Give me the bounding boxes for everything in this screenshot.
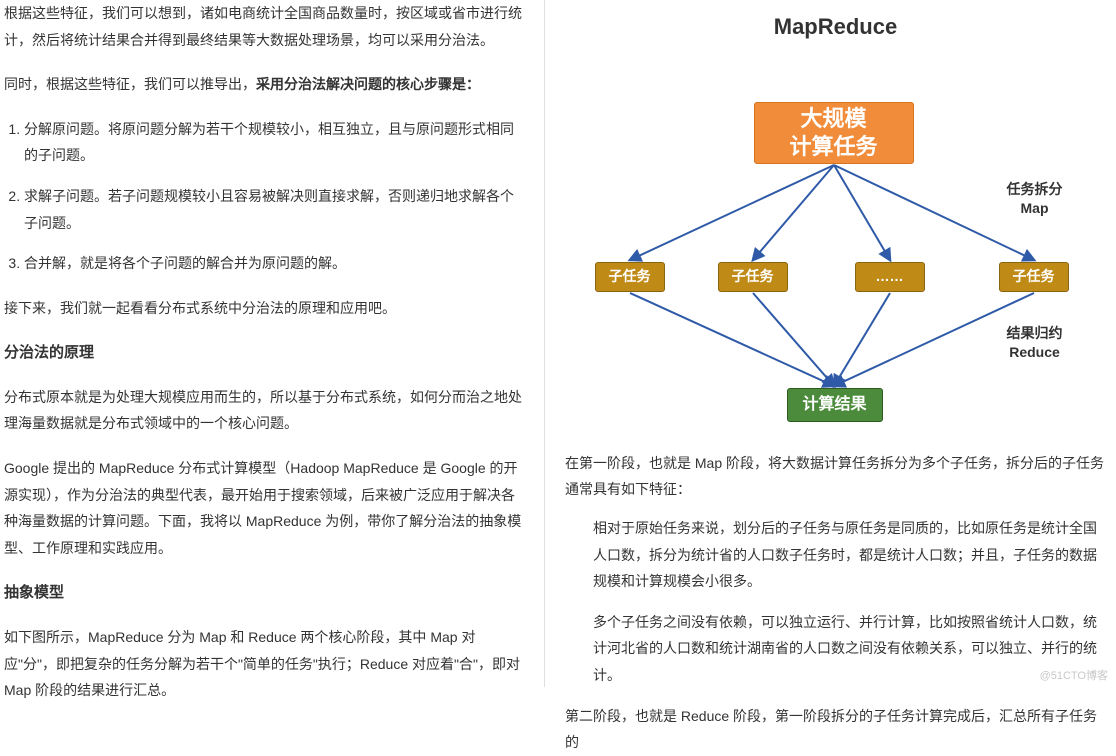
node-subtask-2: 子任务 [718,262,788,292]
para-derive: 同时，根据这些特征，我们可以推导出，采用分治法解决问题的核心步骤是： [4,71,526,98]
node-subtask-ellipsis: …… [855,262,925,292]
para-distributed: 分布式原本就是为处理大规模应用而生的，所以基于分布式系统，如何分而治之地处理海量… [4,384,526,437]
mapreduce-diagram: 大规模 计算任务 子任务 子任务 …… 子任务 计算结果 任务拆分Map 结果归… [571,62,1101,432]
para-phase1: 在第一阶段，也就是 Map 阶段，将大数据计算任务拆分为多个子任务，拆分后的子任… [565,450,1106,503]
para-phase2: 第二阶段，也就是 Reduce 阶段，第一阶段拆分的子任务计算完成后，汇总所有子… [565,703,1106,756]
watermark: @51CTO博客 [1040,667,1108,683]
para-derive-a: 同时，根据这些特征，我们可以推导出， [4,76,256,92]
right-column: MapReduce 大规模 计算任务 子任务 子任务 …… 子任务 计算结果 任… [545,0,1116,687]
step-1: 分解原问题。将原问题分解为若干个规模较小，相互独立，且与原问题形式相同的子问题。 [24,116,526,169]
left-column: 根据这些特征，我们可以想到，诸如电商统计全国商品数量时，按区域或省市进行统计，然… [0,0,545,687]
bullet-2: 多个子任务之间没有依赖，可以独立运行、并行计算，比如按照省统计人口数，统计河北省… [593,609,1106,689]
heading-abstract: 抽象模型 [4,579,526,608]
bullet-list: 相对于原始任务来说，划分后的子任务与原任务是同质的，比如原任务是统计全国人口数，… [565,515,1106,689]
diagram-title: MapReduce [565,6,1106,48]
node-root: 大规模 计算任务 [754,102,914,164]
heading-principle: 分治法的原理 [4,339,526,368]
step-2: 求解子问题。若子问题规模较小且容易被解决则直接求解，否则递归地求解各个子问题。 [24,183,526,236]
node-result: 计算结果 [787,388,883,422]
label-map: 任务拆分Map [1007,180,1063,219]
steps-list: 分解原问题。将原问题分解为若干个规模较小，相互独立，且与原问题形式相同的子问题。… [4,116,526,277]
para-mapreduce: Google 提出的 MapReduce 分布式计算模型（Hadoop MapR… [4,455,526,561]
para-abstract: 如下图所示，MapReduce 分为 Map 和 Reduce 两个核心阶段，其… [4,624,526,704]
label-reduce: 结果归约Reduce [1007,324,1063,363]
node-subtask-1: 子任务 [595,262,665,292]
page: 根据这些特征，我们可以想到，诸如电商统计全国商品数量时，按区域或省市进行统计，然… [0,0,1116,687]
para-derive-b: 采用分治法解决问题的核心步骤是： [256,76,480,92]
para-next: 接下来，我们就一起看看分布式系统中分治法的原理和应用吧。 [4,295,526,322]
node-subtask-3: 子任务 [999,262,1069,292]
bullet-1: 相对于原始任务来说，划分后的子任务与原任务是同质的，比如原任务是统计全国人口数，… [593,515,1106,595]
step-3: 合并解，就是将各个子问题的解合并为原问题的解。 [24,250,526,277]
para-intro: 根据这些特征，我们可以想到，诸如电商统计全国商品数量时，按区域或省市进行统计，然… [4,0,526,53]
